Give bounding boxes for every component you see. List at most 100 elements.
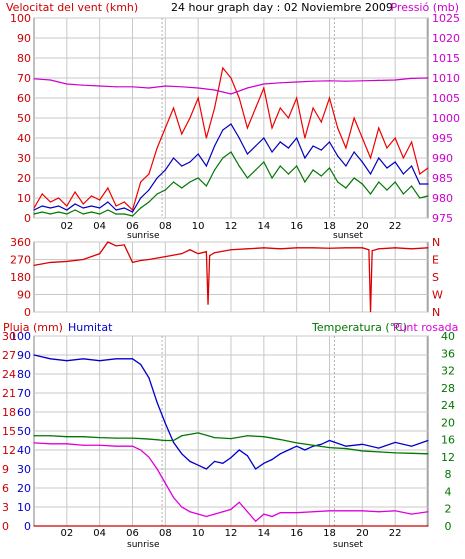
temperature-point	[33, 435, 35, 437]
humidity-point	[427, 439, 429, 442]
humidity-x-tick-label: 02	[60, 528, 73, 539]
temperature-point	[99, 437, 101, 439]
wind-gust-point	[140, 181, 142, 183]
wind-gust-point	[115, 205, 117, 207]
wind-minimum-point	[213, 169, 216, 171]
pressure-point	[66, 83, 68, 85]
wind-direction-point	[209, 255, 211, 257]
wind-minimum-point	[328, 167, 331, 169]
dew-point-point	[66, 443, 68, 445]
wind-average-point	[213, 145, 216, 147]
wind-gust-point	[279, 107, 281, 109]
humidity-x-tick-label: 22	[389, 528, 402, 539]
dew-point-point	[361, 510, 363, 512]
wind-gust-point	[378, 127, 380, 129]
rain-y-tick-label: 15	[2, 425, 16, 438]
pressure-point	[131, 86, 134, 88]
pressure-y-tick-label: 1010	[432, 72, 460, 85]
direction-y-tick-label: 0	[24, 306, 31, 319]
rain-y-tick-label: 27	[2, 349, 16, 362]
rain-y-tick-label: 3	[2, 501, 9, 514]
wind-minimum-point	[197, 177, 199, 179]
pressure-point	[345, 80, 347, 82]
wind-minimum-point	[255, 169, 257, 171]
pressure-axis-title: Pressió (mb)	[390, 1, 459, 14]
rain-y-tick-label: 24	[2, 368, 16, 381]
temperature-point	[279, 438, 281, 441]
direction-y-tick-label: 360	[10, 236, 31, 249]
pressure-point	[164, 85, 166, 87]
rain-y-tick-label: 21	[2, 387, 16, 400]
wind-minimum-point	[58, 211, 60, 213]
humidity-point	[230, 457, 232, 459]
dew-point-point	[172, 496, 175, 499]
humidity-y-tick-label: 20	[17, 482, 31, 495]
wind-minimum-point	[296, 165, 298, 167]
wind-x-tick-label: 08	[159, 221, 172, 232]
wind-minimum-point	[90, 211, 93, 213]
wind-average-point	[58, 205, 60, 207]
wind-average-point	[263, 137, 265, 139]
pressure-point	[328, 80, 331, 82]
temperature-point	[312, 444, 314, 446]
wind-average-point	[345, 165, 347, 167]
humidity-y-tick-label: 100	[10, 330, 31, 343]
dew-point-point	[427, 511, 429, 513]
wind-sunset-label: sunset	[333, 231, 363, 241]
wind-direction-point	[296, 247, 298, 249]
wind-direction-point	[49, 261, 52, 264]
wind-average-point	[66, 209, 68, 211]
humidity-sunrise-label: sunrise	[127, 540, 160, 550]
wind-y-tick-label: 50	[17, 112, 31, 125]
dew-point-point	[222, 511, 224, 513]
wind-average-point	[197, 153, 199, 155]
wind-x-tick-label: 18	[323, 221, 336, 232]
temperature-point	[49, 435, 52, 437]
dew-point-point	[115, 445, 117, 447]
humidity-point	[82, 358, 84, 360]
pressure-y-tick-label: 1025	[432, 12, 460, 25]
wind-average-point	[287, 147, 290, 149]
wind-gust-point	[222, 67, 224, 69]
temperature-point	[246, 435, 249, 437]
wind-average-point	[148, 189, 150, 191]
humidity-y-tick-label: 0	[24, 520, 31, 533]
wind-y-tick-label: 60	[17, 92, 31, 105]
dew-point-point	[394, 510, 396, 512]
wind-minimum-point	[271, 177, 273, 179]
wind-gust-point	[181, 133, 183, 135]
pressure-point	[410, 77, 413, 79]
pressure-point	[394, 79, 396, 81]
dew-point-point	[189, 511, 191, 513]
pressure-point	[312, 80, 314, 82]
wind-gust-point	[427, 167, 429, 169]
pressure-y-tick-label: 1020	[432, 32, 460, 45]
wind-direction-point	[33, 264, 35, 266]
dew-point-point	[181, 506, 183, 508]
humidity-point	[99, 360, 101, 362]
wind-minimum-point	[222, 157, 224, 159]
pressure-point	[230, 93, 232, 95]
dew-point-point	[328, 510, 331, 512]
humidity-point	[410, 445, 413, 447]
humidity-y-tick-label: 60	[17, 406, 31, 419]
wind-y-tick-label: 70	[17, 72, 31, 85]
humidity-x-tick-label: 18	[323, 528, 336, 539]
wind-average-point	[49, 207, 52, 209]
wind-minimum-point	[189, 181, 191, 183]
humidity-point	[345, 445, 347, 447]
wind-x-tick-label: 04	[93, 221, 106, 232]
wind-x-tick-label: 06	[126, 221, 139, 232]
wind-average-point	[82, 207, 84, 209]
wind-minimum-point	[115, 213, 117, 215]
dew-point-point	[279, 512, 281, 514]
compass-tick-label: N	[432, 306, 440, 319]
humidity-x-tick-label: 20	[356, 528, 369, 539]
grid-layer	[34, 17, 428, 527]
wind-gust-point	[131, 209, 134, 211]
humidity-point	[140, 363, 142, 366]
dew-point-point	[312, 511, 314, 513]
wind-average-point	[123, 207, 125, 209]
wind-minimum-point	[181, 187, 183, 189]
humidity-y-tick-label: 40	[17, 444, 31, 457]
